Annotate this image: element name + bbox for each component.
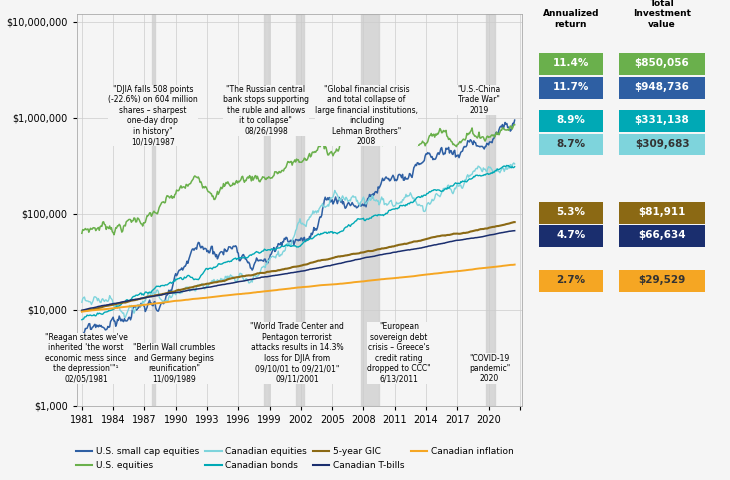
5-year GIC (300, 262, 309, 268)
Text: "World Trade Center and
Pentagon terrorist
attacks results in 14.3%
loss for DJI: "World Trade Center and Pentagon terrori… (250, 323, 344, 384)
U.S. small cap equities (300, 235, 309, 240)
U.S. equities (77, 230, 86, 236)
Line: Canadian inflation: Canadian inflation (82, 264, 515, 312)
Text: "Reagan states we've
inherited 'the worst
economic mess since
the depression'"¹
: "Reagan states we've inherited 'the wors… (45, 333, 128, 384)
5-year GIC (510, 219, 519, 225)
Text: "European
sovereign debt
crisis – Greece's
credit rating
dropped to CCC"
6/13/20: "European sovereign debt crisis – Greece… (367, 323, 431, 384)
Canadian inflation (156, 300, 165, 306)
Bar (264, 14, 269, 406)
Canadian T-bills (212, 283, 221, 289)
Canadian bonds (300, 239, 309, 244)
Canadian T-bills (412, 246, 420, 252)
Text: $948,736: $948,736 (634, 82, 690, 92)
U.S. equities (413, 143, 422, 148)
Canadian equities (301, 223, 310, 228)
Canadian inflation (510, 262, 519, 267)
5-year GIC (77, 308, 86, 314)
Text: 11.4%: 11.4% (553, 58, 589, 68)
Line: U.S. equities: U.S. equities (82, 125, 515, 235)
Bar (361, 14, 379, 406)
Canadian inflation (77, 309, 86, 314)
Text: Total
Investment
value: Total Investment value (633, 0, 691, 29)
Canadian equities (130, 311, 139, 316)
Canadian equities (121, 314, 130, 320)
Text: Annualized
return: Annualized return (542, 10, 599, 29)
Canadian bonds (412, 195, 420, 201)
Line: Canadian equities: Canadian equities (82, 163, 515, 317)
U.S. small cap equities (412, 163, 420, 168)
Text: $81,911: $81,911 (639, 207, 685, 216)
Canadian T-bills (458, 237, 467, 242)
Canadian T-bills (300, 268, 309, 274)
Text: 8.9%: 8.9% (556, 116, 585, 125)
Canadian bonds (212, 264, 221, 269)
Text: 11.7%: 11.7% (553, 82, 589, 92)
Canadian inflation (212, 294, 221, 300)
Text: 8.7%: 8.7% (556, 139, 585, 148)
Text: 5.3%: 5.3% (556, 207, 585, 216)
Text: "DJIA falls 508 points
(-22.6%) on 604 million
shares – sharpest
one-day drop
in: "DJIA falls 508 points (-22.6%) on 604 m… (108, 85, 198, 146)
Canadian bonds (458, 178, 467, 184)
Canadian equities (510, 160, 518, 166)
5-year GIC (212, 279, 221, 285)
Text: "Global financial crisis
and total collapse of
large financial institutions,
inc: "Global financial crisis and total colla… (315, 85, 418, 146)
Text: $309,683: $309,683 (635, 139, 689, 148)
Canadian bonds (77, 317, 86, 323)
Text: 4.7%: 4.7% (556, 230, 585, 240)
U.S. equities (301, 156, 310, 162)
Canadian inflation (128, 303, 137, 309)
Text: 2.7%: 2.7% (556, 276, 585, 285)
Canadian T-bills (128, 297, 137, 302)
U.S. small cap equities (510, 117, 519, 123)
Line: U.S. small cap equities: U.S. small cap equities (82, 120, 515, 338)
Canadian inflation (300, 284, 309, 290)
Canadian inflation (412, 273, 420, 279)
Canadian inflation (458, 268, 467, 274)
Canadian equities (459, 183, 468, 189)
Text: "U.S.-China
Trade War"
2019: "U.S.-China Trade War" 2019 (458, 85, 501, 115)
Text: "The Russian central
bank stops supporting
the ruble and allows
it to collapse"
: "The Russian central bank stops supporti… (223, 85, 309, 136)
5-year GIC (412, 239, 420, 244)
Canadian T-bills (77, 307, 86, 313)
Text: $850,056: $850,056 (635, 58, 689, 68)
Canadian equities (158, 298, 166, 303)
Bar (152, 14, 155, 406)
U.S. equities (158, 200, 166, 205)
5-year GIC (458, 230, 467, 236)
U.S. small cap equities (212, 252, 221, 257)
Bar (486, 14, 495, 406)
Bar (296, 14, 304, 406)
Text: $331,138: $331,138 (635, 116, 689, 125)
U.S. small cap equities (156, 301, 165, 307)
U.S. equities (510, 122, 519, 128)
U.S. small cap equities (77, 336, 86, 341)
Line: Canadian T-bills: Canadian T-bills (82, 231, 515, 310)
U.S. equities (130, 215, 139, 221)
Canadian bonds (510, 164, 519, 169)
Canadian T-bills (156, 292, 165, 298)
U.S. small cap equities (128, 305, 137, 311)
Text: $66,634: $66,634 (638, 230, 686, 240)
Line: 5-year GIC: 5-year GIC (82, 222, 515, 311)
Canadian equities (213, 277, 222, 283)
Canadian bonds (128, 294, 137, 300)
Canadian bonds (156, 283, 165, 288)
5-year GIC (128, 298, 137, 303)
U.S. equities (213, 189, 222, 194)
Legend: U.S. small cap equities, U.S. equities, Canadian equities, Canadian bonds, 5-yea: U.S. small cap equities, U.S. equities, … (72, 444, 517, 473)
Text: "COVID-19
pandemic"
2020: "COVID-19 pandemic" 2020 (469, 354, 510, 384)
Canadian equities (510, 161, 519, 167)
Canadian T-bills (510, 228, 519, 234)
Text: "Berlin Wall crumbles
and Germany begins
reunification"
11/09/1989: "Berlin Wall crumbles and Germany begins… (133, 343, 215, 384)
Canadian equities (77, 300, 86, 305)
Line: Canadian bonds: Canadian bonds (82, 166, 515, 320)
5-year GIC (156, 291, 165, 297)
U.S. equities (110, 232, 118, 238)
U.S. equities (459, 136, 468, 142)
Canadian equities (413, 202, 422, 208)
Text: $29,529: $29,529 (639, 276, 685, 285)
Canadian bonds (502, 163, 511, 168)
U.S. small cap equities (458, 148, 467, 154)
